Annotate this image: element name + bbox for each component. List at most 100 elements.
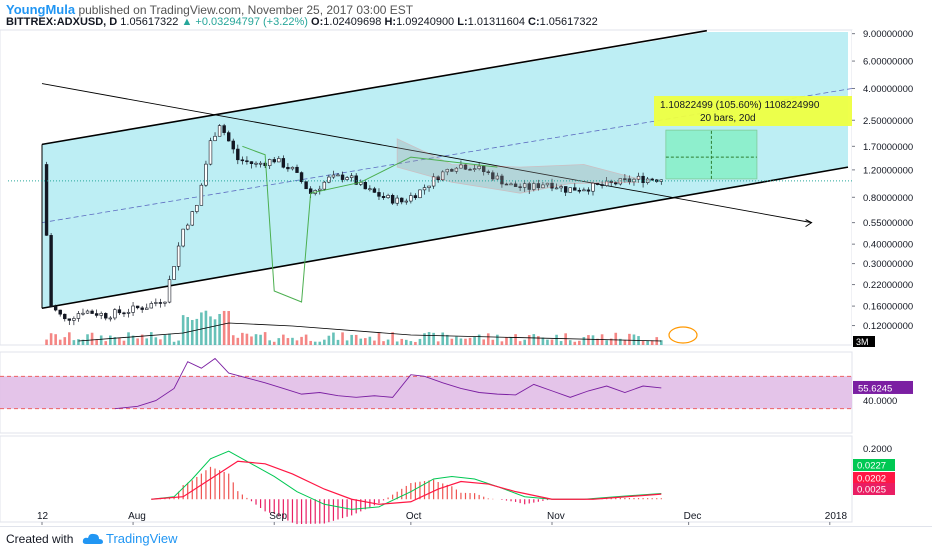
volume-bar xyxy=(377,332,381,345)
candle-body xyxy=(245,160,249,163)
volume-bar xyxy=(591,335,595,345)
tradingview-brand[interactable]: TradingView xyxy=(106,531,178,546)
volume-bar xyxy=(523,339,526,345)
ichimoku-cloud xyxy=(396,138,639,194)
volume-bar xyxy=(58,339,62,345)
close-label: C: xyxy=(528,16,540,28)
volume-bar xyxy=(177,340,180,345)
volume-bar xyxy=(368,336,372,345)
candle-body xyxy=(390,195,395,204)
macd-line xyxy=(151,450,662,510)
candle-body xyxy=(573,187,577,191)
candle-body xyxy=(500,175,504,185)
candle-body xyxy=(94,313,99,316)
author-link[interactable]: YoungMula xyxy=(6,2,76,17)
candle-body xyxy=(450,169,454,172)
volume-bar xyxy=(436,341,440,345)
channel-fill xyxy=(42,32,848,309)
macd-axis-label: 0.2000 xyxy=(863,444,892,455)
volume-bar xyxy=(168,333,171,345)
volume-bar xyxy=(555,334,558,345)
candle-body xyxy=(90,310,94,314)
candle-body xyxy=(509,183,513,186)
event-badge-icon xyxy=(668,326,698,344)
chart-header: YoungMula published on TradingView.com, … xyxy=(0,0,932,30)
price-axis-label: 0.55000000 xyxy=(863,218,913,229)
candle-body xyxy=(541,184,545,189)
candle-body xyxy=(76,313,81,319)
volume-bar xyxy=(623,339,627,345)
candle-body xyxy=(354,175,358,185)
candle-body xyxy=(44,164,49,236)
volume-bar xyxy=(532,334,536,345)
volume-bar xyxy=(259,334,262,345)
candle-body xyxy=(409,195,413,202)
candle-body xyxy=(441,171,445,181)
candle-body xyxy=(582,189,586,192)
created-with-text: Created with xyxy=(6,532,74,546)
volume-bar xyxy=(218,313,221,345)
price-axis-label: 0.22000000 xyxy=(863,280,913,291)
candle-body xyxy=(614,182,618,185)
volume-bar xyxy=(272,341,276,345)
volume-bar xyxy=(404,339,408,345)
volume-bar xyxy=(81,339,85,345)
volume-bar xyxy=(163,335,167,345)
candle-body xyxy=(400,197,404,203)
volume-bar xyxy=(109,335,112,345)
descending-trendline xyxy=(41,83,812,224)
candle-body xyxy=(436,176,440,181)
volume-bar xyxy=(619,338,622,345)
candle-body xyxy=(532,183,536,190)
symbol-label[interactable]: BITTREX:ADXUSD, D xyxy=(6,16,118,28)
volume-bar xyxy=(509,337,513,345)
volume-bar xyxy=(468,337,472,345)
macd-signal-tag: 0.0202 xyxy=(857,474,886,485)
candle-body xyxy=(591,182,595,192)
price-axis-label: 0.80000000 xyxy=(863,193,913,204)
volume-bar xyxy=(159,339,162,345)
volume-bar xyxy=(450,338,454,345)
price-axis-bg xyxy=(852,30,932,522)
volume-bar xyxy=(423,333,426,345)
candle-body xyxy=(240,159,245,162)
candle-body xyxy=(363,181,368,190)
candle-body xyxy=(377,192,381,197)
volume-bar xyxy=(154,337,158,345)
volume-bar xyxy=(140,334,144,345)
candle-body xyxy=(322,181,327,190)
price-change: ▲ +0.03294797 (+3.22%) xyxy=(181,16,308,28)
volume-bar xyxy=(45,339,48,345)
volume-bar xyxy=(90,332,94,345)
candle-body xyxy=(290,166,295,170)
volume-bar xyxy=(482,339,486,345)
candle-body xyxy=(154,302,158,304)
volume-bar xyxy=(286,338,290,345)
candle-body xyxy=(227,132,231,142)
price-axis-label: 0.16000000 xyxy=(863,302,913,313)
candle-body xyxy=(636,175,641,180)
candle-body xyxy=(623,178,627,180)
volume-tag-bg xyxy=(853,336,875,347)
volume-bar xyxy=(277,338,281,345)
volume-bar xyxy=(77,339,80,345)
candle-body xyxy=(518,186,522,188)
volume-bar xyxy=(336,339,340,345)
volume-bar xyxy=(118,337,121,345)
last-price: 1.05617322 xyxy=(120,16,179,28)
candle-body xyxy=(563,186,568,193)
candle-body xyxy=(145,307,149,310)
time-axis-label: 12 xyxy=(37,511,49,522)
macd-tag-bg xyxy=(853,483,895,495)
close-value: 1.05617322 xyxy=(539,16,598,28)
candle-body xyxy=(85,310,90,314)
volume-bar xyxy=(354,334,358,345)
volume-bar xyxy=(650,340,654,345)
volume-bar xyxy=(345,340,349,345)
candle-body xyxy=(431,176,436,187)
volume-bar xyxy=(236,337,240,345)
candle-body xyxy=(413,195,418,199)
candle-body xyxy=(381,195,386,198)
volume-bar xyxy=(391,332,394,345)
